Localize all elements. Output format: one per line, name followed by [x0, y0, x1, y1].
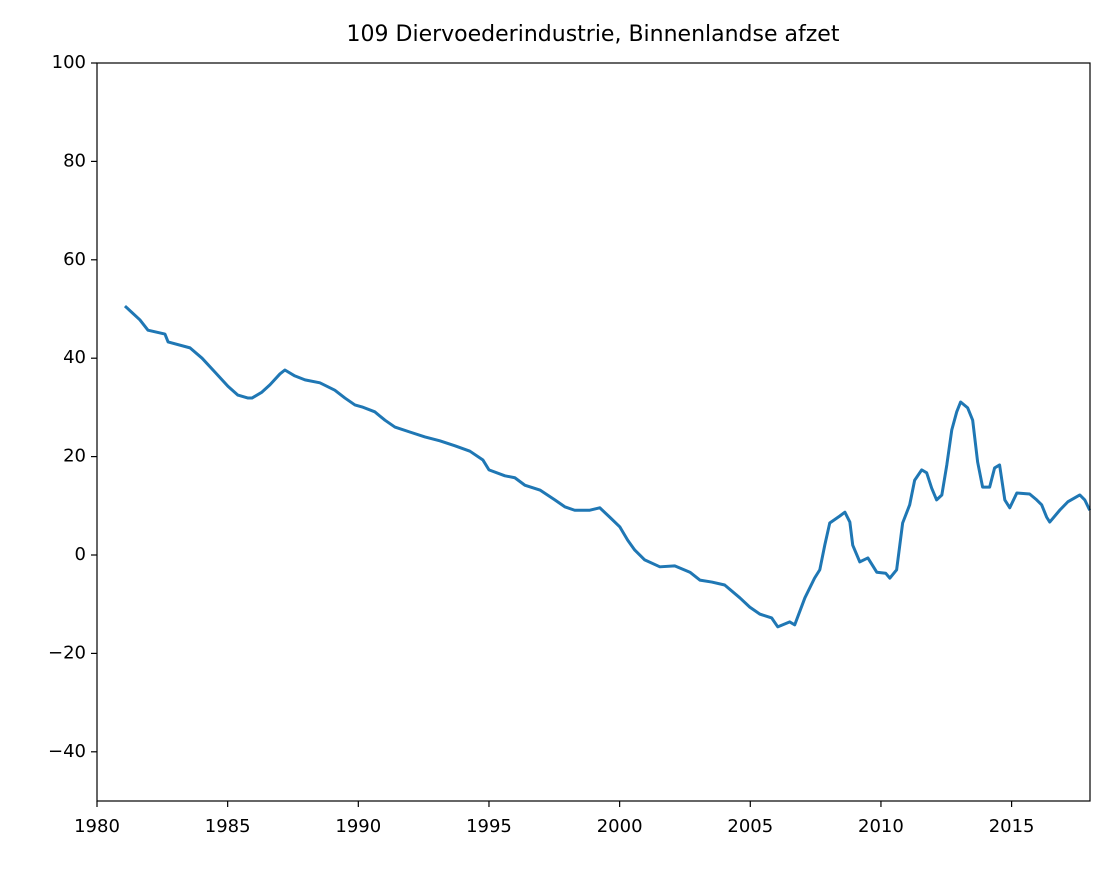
y-tick-label: 20 [63, 446, 86, 467]
chart-title: 109 Diervoederindustrie, Binnenlandse af… [347, 22, 840, 47]
y-tick-label: 60 [63, 249, 86, 270]
data-line [123, 304, 1092, 629]
x-tick-label: 2005 [727, 816, 773, 837]
x-tick-label: 1995 [466, 816, 512, 837]
x-tick-label: 2000 [597, 816, 643, 837]
y-tick-label: 0 [75, 544, 86, 565]
y-tick-label: 100 [52, 52, 86, 73]
y-tick-label: 80 [63, 150, 86, 171]
x-tick-label: 1980 [74, 816, 120, 837]
y-tick-label: 40 [63, 347, 86, 368]
y-tick-label: −40 [48, 741, 86, 762]
x-tick-label: 1990 [335, 816, 381, 837]
x-tick-label: 2015 [989, 816, 1035, 837]
plot-frame [96, 62, 1091, 802]
x-tick-label: 1985 [205, 816, 251, 837]
y-tick-label: −20 [48, 642, 86, 663]
x-tick-label: 2010 [858, 816, 904, 837]
